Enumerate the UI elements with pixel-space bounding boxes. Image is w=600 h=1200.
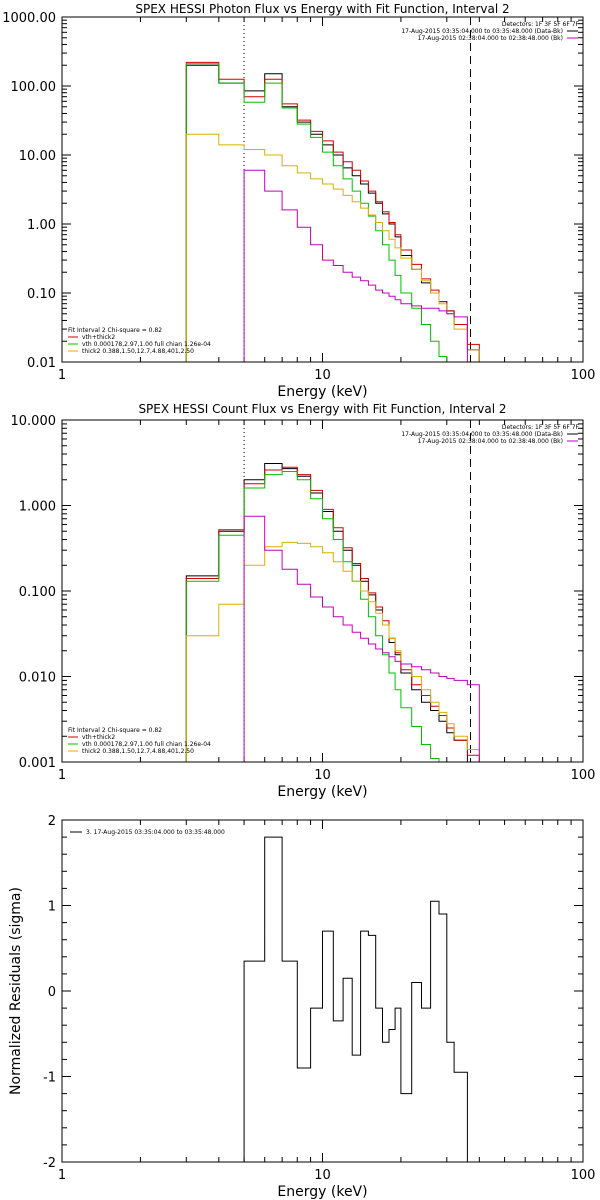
y-tick-label: 1.00 <box>27 218 56 233</box>
x-tick-label: 10 <box>314 1168 331 1183</box>
legend-entry: vth+thick2 <box>82 334 115 341</box>
legend-entry: vth 0.000178,2.97,1.00 full chian 1.26e-… <box>82 741 211 748</box>
detectors-label: Detectors: 1F 3F 5F 6F 7F <box>502 424 580 431</box>
series-1-line <box>185 463 468 762</box>
y-tick-label: 1000.00 <box>2 11 56 26</box>
legend-entry: thick2 0.388,1.50,12.7,4.88,401,2.50 <box>82 348 194 355</box>
y-tick-label: 2 <box>48 814 56 829</box>
y-tick-label: 0.10 <box>27 287 56 302</box>
x-tick-label: 10 <box>314 768 331 783</box>
series-1-line <box>243 836 468 1162</box>
series-3-line <box>185 63 455 363</box>
x-axis-label: Energy (keV) <box>277 1184 367 1200</box>
chart-title: SPEX HESSI Photon Flux vs Energy with Fi… <box>135 2 509 16</box>
series-5-line <box>243 515 480 762</box>
plot-frame <box>61 819 584 1163</box>
y-tick-label: 0.01 <box>27 356 56 371</box>
fit-summary: Fit Interval 2 Chi-square = 0.82 <box>68 727 162 734</box>
y-tick-label: 0.100 <box>19 585 56 600</box>
y-tick-label: 1 <box>48 900 56 915</box>
x-tick-label: 1 <box>58 1168 66 1183</box>
x-tick-label: 1 <box>58 768 66 783</box>
series-4-line <box>185 133 491 363</box>
x-axis-label: Energy (keV) <box>277 384 367 400</box>
series-1-line <box>185 64 480 362</box>
series-2-line <box>185 61 491 363</box>
y-tick-label: 1.000 <box>19 500 56 515</box>
series-group <box>243 836 468 1162</box>
x-tick-label: 10 <box>314 368 331 383</box>
x-axis-label: Energy (keV) <box>277 784 367 800</box>
x-tick-label: 100 <box>571 768 596 783</box>
series-3-line <box>185 471 455 763</box>
y-tick-label: 0.001 <box>19 756 56 771</box>
chart-title: SPEX HESSI Count Flux vs Energy with Fit… <box>138 402 506 416</box>
detectors-label: Detectors: 1F 3F 5F 6F 7F <box>502 21 580 28</box>
legend-entry: 17-Aug-2015 03:35:04.000 to 03:35:48.000… <box>401 431 563 438</box>
chart-1: SPEX HESSI Photon Flux vs Energy with Fi… <box>2 2 595 400</box>
x-tick-label: 100 <box>571 1168 596 1183</box>
x-tick-label: 1 <box>58 368 66 383</box>
plot-frame <box>61 419 584 763</box>
legend-entry: 17-Aug-2015 02:38:04.000 to 02:38:48.000… <box>418 35 563 42</box>
legend-entry: 17-Aug-2015 02:38:04.000 to 02:38:48.000… <box>418 438 563 445</box>
fit-summary: Fit Interval 2 Chi-square = 0.82 <box>68 327 162 334</box>
series-5-line <box>243 169 468 362</box>
axis-ticks <box>61 420 583 763</box>
y-tick-label: 0 <box>48 985 56 1000</box>
y-tick-label: 10.00 <box>19 149 56 164</box>
x-tick-label: 100 <box>571 368 596 383</box>
chart-2: SPEX HESSI Count Flux vs Energy with Fit… <box>11 402 596 800</box>
y-tick-label: -1 <box>43 1071 56 1086</box>
legend-entry: 17-Aug-2015 03:35:04.000 to 03:35:48.000… <box>401 28 563 35</box>
series-4-line <box>185 541 491 763</box>
y-tick-label: 0.010 <box>19 671 56 686</box>
y-tick-label: 10.000 <box>11 414 57 429</box>
legend-entry: vth+thick2 <box>82 734 115 741</box>
legend-entry: vth 0.000178,2.97,1.00 full chian 1.26e-… <box>82 341 211 348</box>
y-tick-label: -2 <box>43 1156 56 1171</box>
y-tick-label: 100.00 <box>11 80 57 95</box>
plot-frame <box>61 16 584 363</box>
axis-ticks <box>61 17 583 363</box>
series-group <box>185 463 491 763</box>
y-axis-label: Normalized Residuals (sigma) <box>8 887 24 1095</box>
legend-entry: 3. 17-Aug-2015 03:35:04.000 to 03:35:48.… <box>86 829 225 836</box>
legend-entry: thick2 0.388,1.50,12.7,4.88,401,2.50 <box>82 748 194 755</box>
series-group <box>185 61 491 363</box>
